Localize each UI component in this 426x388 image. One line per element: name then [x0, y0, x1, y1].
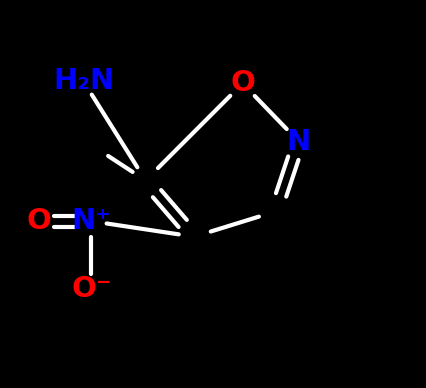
Text: O: O — [26, 207, 51, 235]
Text: H₂N: H₂N — [53, 68, 114, 95]
Text: O⁻: O⁻ — [71, 275, 111, 303]
Text: N: N — [286, 128, 310, 156]
Text: O: O — [230, 69, 254, 97]
Text: N⁺: N⁺ — [71, 207, 111, 235]
